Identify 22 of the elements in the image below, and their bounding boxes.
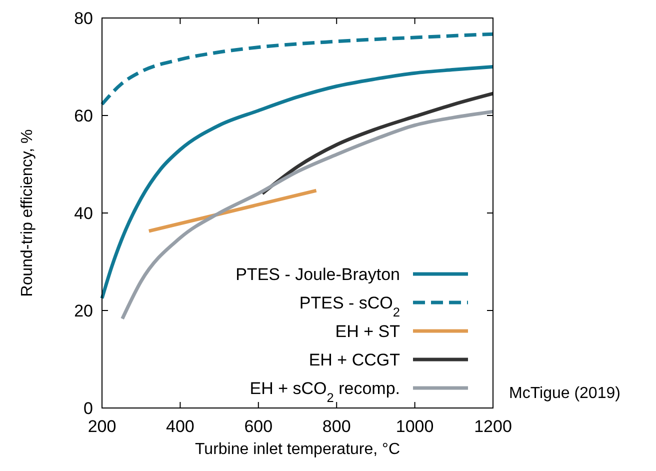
x-tick-label: 1000 bbox=[396, 417, 434, 436]
y-tick-label: 20 bbox=[74, 302, 93, 320]
x-axis-title: Turbine inlet temperature, °C bbox=[194, 441, 400, 458]
line-series bbox=[260, 92, 495, 196]
y-axis-title: Round-trip efficiency, % bbox=[19, 129, 36, 297]
line-series bbox=[120, 110, 495, 321]
y-tick-label: 40 bbox=[74, 204, 93, 223]
legend-label: EH + ST bbox=[335, 322, 400, 341]
x-tick-label: 800 bbox=[322, 417, 351, 436]
legend-label: PTES - Joule-Brayton bbox=[236, 265, 400, 284]
line-series bbox=[100, 32, 495, 106]
x-tick-label: 1200 bbox=[474, 417, 512, 436]
x-tick-label: 400 bbox=[166, 417, 194, 436]
y-tick-label: 60 bbox=[74, 106, 93, 126]
legend-label: PTES - sCO$_{2}$ bbox=[299, 294, 400, 319]
legend-label: EH + sCO$_{2}$ recomp. bbox=[250, 379, 400, 404]
legend-label: EH + CCGT bbox=[308, 350, 400, 370]
text: McTigue (2019) bbox=[509, 385, 620, 402]
y-tick-label: 0 bbox=[84, 399, 93, 418]
y-tick-label: 80 bbox=[74, 9, 93, 28]
x-tick-label: 200 bbox=[88, 417, 116, 436]
x-tick-label: 600 bbox=[244, 417, 273, 436]
